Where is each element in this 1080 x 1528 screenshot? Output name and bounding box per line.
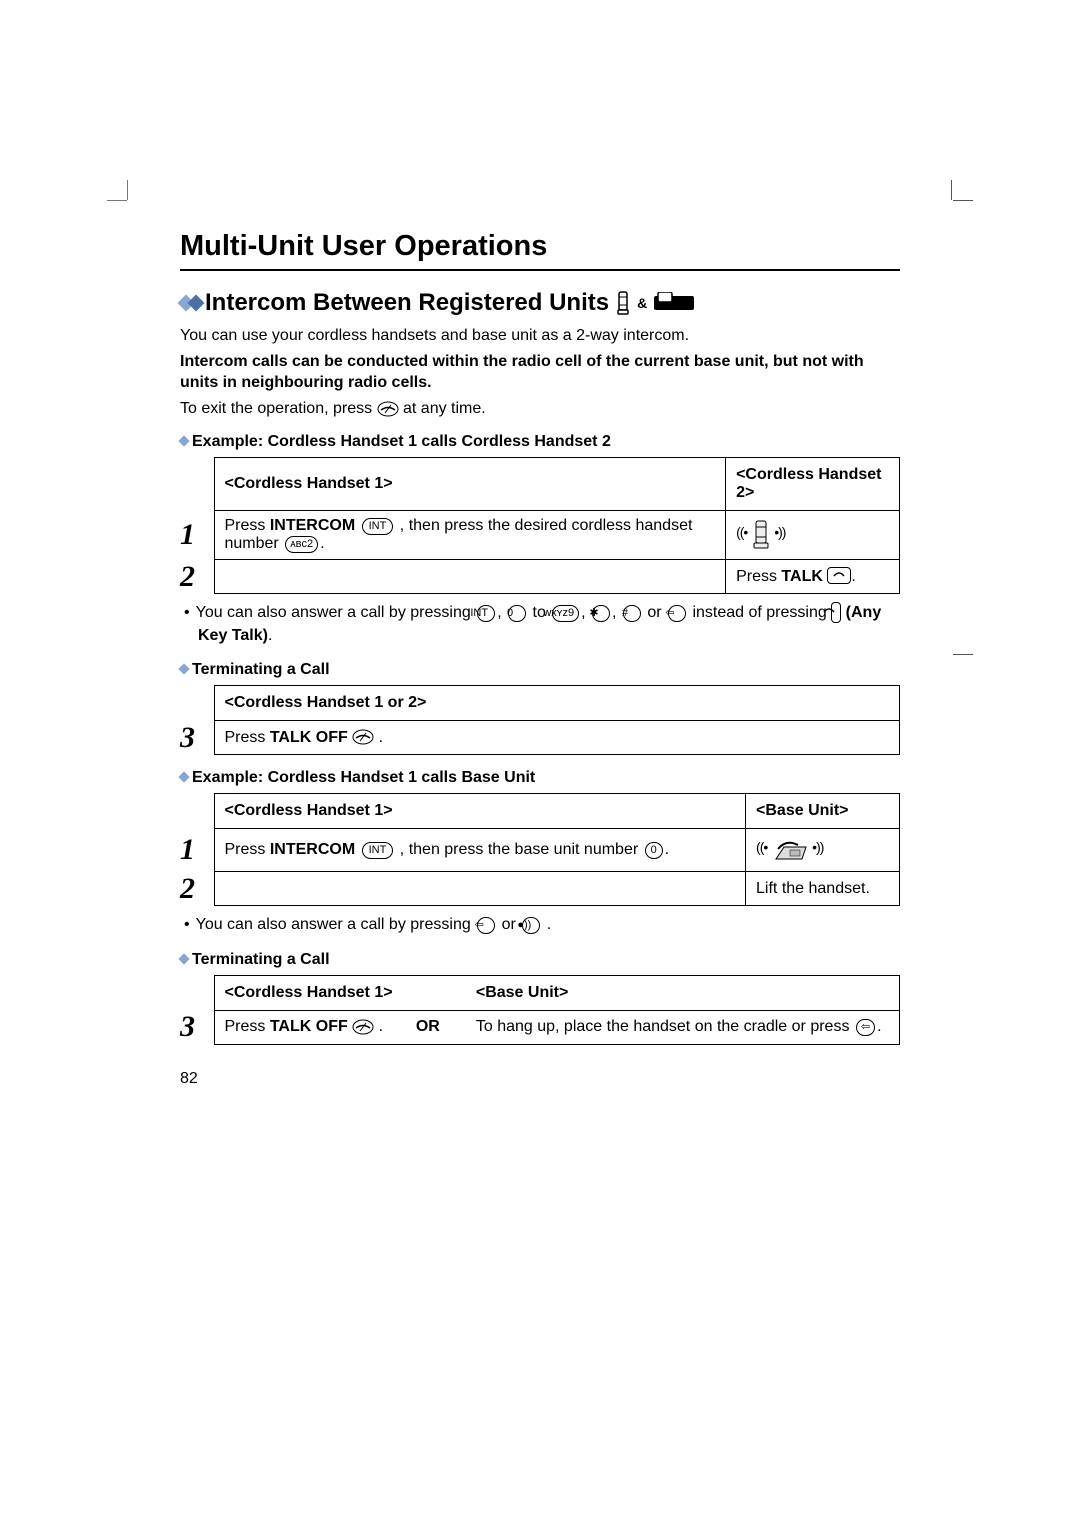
t3-step2-right: Lift the handset. (746, 872, 900, 906)
terminating-heading-2: Terminating a Call (180, 951, 900, 969)
key-0-icon: 0 (645, 842, 663, 859)
key-star-icon: ✱ (592, 605, 610, 622)
int-key-icon: INT (362, 518, 394, 535)
t3-col2: <Base Unit> (746, 794, 900, 829)
key-redial-icon: ⇦ (477, 917, 495, 934)
ampersand: & (637, 295, 647, 311)
ringing-base-icon (772, 835, 808, 865)
table-term1: <Cordless Handset 1 or 2> 3 Press TALK O… (180, 685, 900, 755)
t4-step3-left: Press TALK OFF . (214, 1010, 406, 1044)
or-label: OR (406, 1010, 466, 1044)
t4-step3-right: To hang up, place the handset on the cra… (466, 1010, 900, 1044)
t2-step3: Press TALK OFF . (214, 721, 900, 755)
t1-step2-left (214, 560, 726, 594)
t1-step2-right: Press TALK . (726, 560, 900, 594)
intro-bold: Intercom calls can be conducted within t… (180, 353, 864, 392)
table-term2: <Cordless Handset 1> <Base Unit> 3 Press… (180, 975, 900, 1045)
table-example2: <Cordless Handset 1> <Base Unit> 1 Press… (180, 793, 900, 906)
talk-key-icon (827, 567, 851, 584)
key-redial-icon: ⇦ (668, 605, 686, 622)
key-hash-icon: # (623, 605, 641, 622)
t1-step1-left: Press INTERCOM INT , then press the desi… (214, 511, 726, 560)
t3-step1-right: ((• •)) (746, 829, 900, 872)
step-number: 1 (180, 833, 195, 866)
t1-col2: <Cordless Handset 2> (726, 458, 900, 511)
key-redial-icon: ⇦ (856, 1019, 875, 1036)
ringing-handset-icon (752, 520, 770, 550)
table-example1: <Cordless Handset 1> <Cordless Handset 2… (180, 457, 900, 594)
t3-step1-left: Press INTERCOM INT , then press the base… (214, 829, 746, 872)
talk-off-icon (377, 401, 399, 417)
talk-off-icon (352, 729, 374, 745)
step-number: 2 (180, 872, 195, 905)
int-key-icon: INT (477, 605, 495, 622)
intro-line: You can use your cordless handsets and b… (180, 325, 900, 347)
step-number: 3 (180, 721, 195, 754)
key-sp-icon: ●)) (522, 917, 540, 934)
talk-off-icon (352, 1019, 374, 1035)
t2-col1: <Cordless Handset 1 or 2> (214, 686, 900, 721)
key-0-icon: 0 (508, 605, 526, 622)
key-2-icon: ᴀʙᴄ2 (285, 536, 318, 553)
t1-step1-right: ((• •)) (726, 511, 900, 560)
step-number: 2 (180, 560, 195, 593)
section-heading: Intercom Between Registered Units & (180, 289, 900, 317)
int-key-icon: INT (362, 842, 394, 859)
step-number: 3 (180, 1010, 195, 1043)
handset-icon (615, 291, 631, 315)
page-title: Multi-Unit User Operations (180, 230, 900, 271)
t3-col1: <Cordless Handset 1> (214, 794, 746, 829)
key-9-icon: ᴡxʏz9 (552, 605, 579, 622)
section-heading-text: Intercom Between Registered Units (205, 289, 609, 317)
t3-step2-left (214, 872, 746, 906)
t4-col2: <Base Unit> (466, 975, 900, 1010)
t4-col1: <Cordless Handset 1> (214, 975, 406, 1010)
note2: •You can also answer a call by pressing … (180, 914, 900, 936)
page-number: 82 (180, 1070, 198, 1088)
t1-col1: <Cordless Handset 1> (214, 458, 726, 511)
example2-heading: Example: Cordless Handset 1 calls Base U… (180, 769, 900, 787)
example1-heading: Example: Cordless Handset 1 calls Cordle… (180, 433, 900, 451)
exit-line: To exit the operation, press at any time… (180, 398, 900, 420)
terminating-heading: Terminating a Call (180, 661, 900, 679)
talk-key-icon (831, 602, 841, 622)
base-unit-icon (653, 292, 695, 314)
step-number: 1 (180, 518, 195, 551)
note1: •You can also answer a call by pressing … (180, 602, 900, 647)
